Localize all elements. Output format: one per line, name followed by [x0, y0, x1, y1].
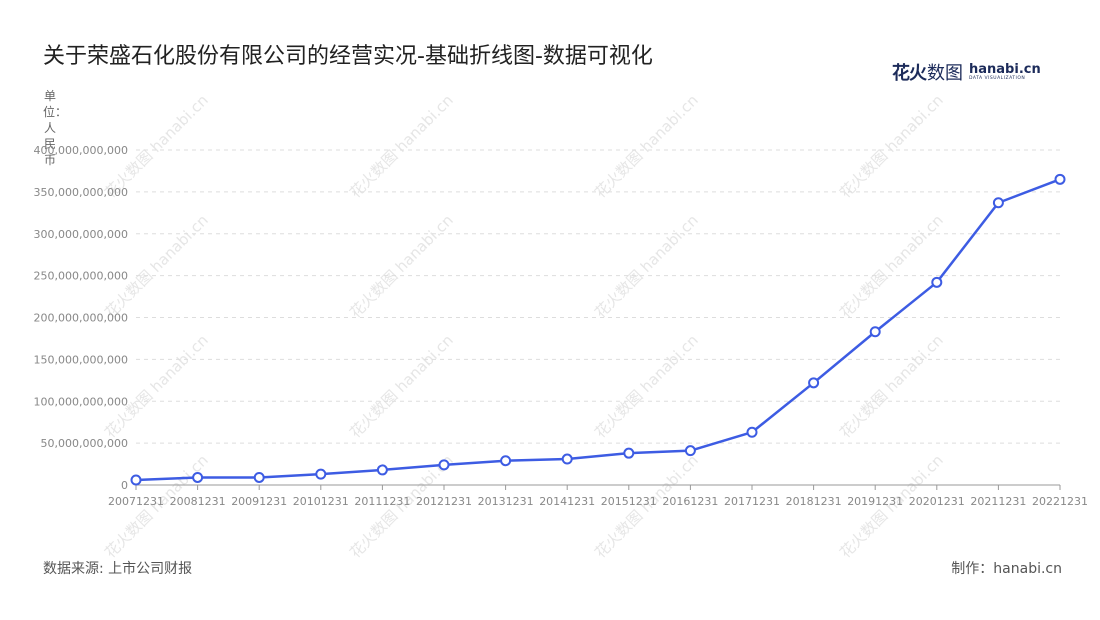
watermark-text: 花火数图 hanabi.cn [836, 211, 947, 322]
data-point[interactable] [931, 276, 943, 288]
data-point[interactable] [1054, 173, 1066, 185]
y-tick-label: 400,000,000,000 [34, 144, 128, 157]
x-tick-label: 20081231 [170, 495, 226, 508]
watermark-text: 花火数图 hanabi.cn [836, 331, 947, 442]
x-tick-label: 20091231 [231, 495, 287, 508]
y-tick-label: 50,000,000,000 [41, 437, 128, 450]
logo-cn-bold: 花火 [892, 63, 927, 84]
data-point[interactable] [438, 459, 450, 471]
y-tick-label: 150,000,000,000 [34, 353, 128, 366]
x-tick-label: 20151231 [601, 495, 657, 508]
y-tick-label: 100,000,000,000 [34, 395, 128, 408]
data-source-note: 数据来源: 上市公司财报 [43, 561, 193, 577]
watermark-text: 花火数图 hanabi.cn [591, 331, 702, 442]
y-tick-labels: 0 50,000,000,000 100,000,000,000 150,000,00… [34, 144, 128, 492]
x-tick-label: 20161231 [662, 495, 718, 508]
series-line [135, 178, 1061, 482]
watermark-text: 花火数图 hanabi.cn [346, 211, 457, 322]
x-tick-label: 20141231 [539, 495, 595, 508]
x-tick-label: 20221231 [1032, 495, 1088, 508]
watermark-text: 花火数图 hanabi.cn [591, 91, 702, 202]
watermark-text: 花火数图 hanabi.cn [591, 211, 702, 322]
x-tick-label: 20211231 [970, 495, 1026, 508]
logo-en-sub: DATA VISUALIZATION [969, 75, 1026, 81]
data-point[interactable] [561, 453, 573, 465]
grid-lines [136, 149, 1060, 444]
x-tick-label: 20111231 [354, 495, 410, 508]
watermark-text: 花火数图 hanabi.cn [346, 331, 457, 442]
x-tick-label: 20131231 [478, 495, 534, 508]
logo-en: hanabi.cn [969, 61, 1041, 77]
data-point[interactable] [500, 455, 512, 467]
x-tick-label: 20101231 [293, 495, 349, 508]
credit-note: 制作：hanabi.cn [951, 561, 1062, 577]
data-point[interactable] [684, 445, 696, 457]
x-tick-label: 20171231 [724, 495, 780, 508]
data-point[interactable] [808, 377, 820, 389]
watermark-text: 花火数图 hanabi.cn [836, 91, 947, 202]
chart-title: 关于荣盛石化股份有限公司的经营实况-基础折线图-数据可视化 [43, 44, 653, 69]
y-tick-label: 200,000,000,000 [34, 312, 128, 325]
data-point[interactable] [192, 471, 204, 483]
data-point[interactable] [253, 471, 265, 483]
y-tick-label: 350,000,000,000 [34, 186, 128, 199]
watermark-text: 花火数图 hanabi.cn [346, 91, 457, 202]
data-point[interactable] [376, 464, 388, 476]
data-point[interactable] [992, 197, 1004, 209]
y-axis-label: 单位：人民币 [43, 89, 68, 167]
y-tick-label: 0 [121, 479, 128, 492]
x-tick-labels: 20071231 20081231 20091231 20101231 20111231… [108, 495, 1088, 508]
logo-cn-light: 数图 [927, 63, 963, 84]
y-tick-label: 250,000,000,000 [34, 270, 128, 283]
x-tick-label: 20071231 [108, 495, 164, 508]
y-tick-label: 300,000,000,000 [34, 228, 128, 241]
x-tick-label: 20191231 [847, 495, 903, 508]
x-tick-label: 20121231 [416, 495, 472, 508]
x-tick-label: 20181231 [786, 495, 842, 508]
axes [135, 484, 1061, 490]
x-tick-label: 20201231 [909, 495, 965, 508]
brand-logo: 花火 数图 hanabi.cn DATA VISUALIZATION [892, 60, 1041, 84]
data-point[interactable] [623, 447, 635, 459]
data-point[interactable] [746, 426, 758, 438]
watermark-layer: 花火数图 hanabi.cn 花火数图 hanabi.cn 花火数图 hanabi.… [101, 91, 947, 562]
series-line-layer [135, 178, 1061, 482]
data-point[interactable] [869, 326, 881, 338]
data-points [130, 173, 1066, 486]
watermark-text: 花火数图 hanabi.cn [101, 331, 212, 442]
data-point[interactable] [130, 474, 142, 486]
data-point[interactable] [315, 468, 327, 480]
logo-en-block: hanabi.cn DATA VISUALIZATION [969, 63, 1041, 82]
